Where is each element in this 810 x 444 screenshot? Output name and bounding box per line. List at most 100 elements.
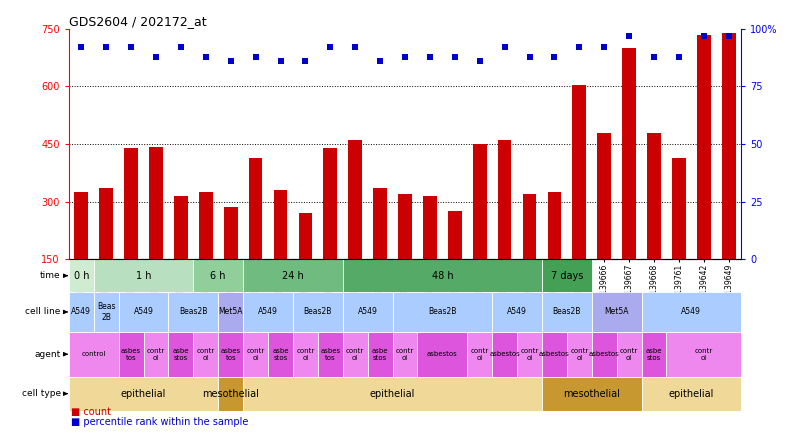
- Bar: [124, 148, 138, 259]
- Point: [598, 44, 611, 51]
- Text: asbes
tos: asbes tos: [220, 348, 241, 361]
- Text: asbestos: asbestos: [539, 351, 569, 357]
- Text: cell type: cell type: [22, 389, 61, 398]
- Text: mesothelial: mesothelial: [563, 388, 620, 399]
- Bar: [243, 259, 343, 292]
- Bar: [69, 259, 94, 292]
- Text: asbestos: asbestos: [427, 351, 458, 357]
- Bar: [722, 33, 735, 259]
- Bar: [94, 292, 118, 332]
- Point: [448, 53, 461, 60]
- Bar: [498, 140, 511, 259]
- Bar: [249, 158, 262, 259]
- Bar: [168, 292, 218, 332]
- Bar: [218, 332, 243, 377]
- Bar: [642, 377, 741, 411]
- Bar: [642, 332, 667, 377]
- Point: [399, 53, 411, 60]
- Bar: [149, 147, 163, 259]
- Bar: [592, 292, 642, 332]
- Bar: [517, 332, 542, 377]
- Text: asbestos: asbestos: [489, 351, 520, 357]
- Text: cell line: cell line: [25, 307, 61, 317]
- Bar: [622, 48, 636, 259]
- Text: A549: A549: [681, 307, 701, 317]
- Bar: [616, 332, 642, 377]
- Bar: [542, 292, 592, 332]
- Bar: [318, 332, 343, 377]
- Text: A549: A549: [134, 307, 153, 317]
- Text: epithelial: epithelial: [121, 388, 166, 399]
- Bar: [348, 140, 362, 259]
- Bar: [323, 148, 337, 259]
- Text: ■ percentile rank within the sample: ■ percentile rank within the sample: [71, 417, 249, 427]
- Bar: [69, 292, 94, 332]
- Bar: [592, 332, 616, 377]
- Text: GDS2604 / 202172_at: GDS2604 / 202172_at: [69, 15, 207, 28]
- Text: A549: A549: [358, 307, 377, 317]
- Text: mesothelial: mesothelial: [202, 388, 259, 399]
- Text: control: control: [82, 351, 106, 357]
- Bar: [194, 332, 218, 377]
- Point: [424, 53, 437, 60]
- Point: [723, 32, 735, 40]
- Text: A549: A549: [258, 307, 278, 317]
- Bar: [393, 332, 417, 377]
- Bar: [194, 259, 243, 292]
- Bar: [697, 35, 710, 259]
- Bar: [492, 292, 542, 332]
- Point: [349, 44, 362, 51]
- Bar: [417, 332, 467, 377]
- Bar: [448, 211, 462, 259]
- Bar: [293, 332, 318, 377]
- Bar: [274, 190, 288, 259]
- Bar: [573, 84, 586, 259]
- Text: asbe
stos: asbe stos: [646, 348, 663, 361]
- Point: [299, 58, 312, 65]
- Bar: [567, 332, 592, 377]
- Bar: [243, 292, 293, 332]
- Text: contr
ol: contr ol: [695, 348, 713, 361]
- Bar: [299, 213, 312, 259]
- Bar: [542, 332, 567, 377]
- Bar: [69, 377, 218, 411]
- Text: asbes
tos: asbes tos: [121, 348, 141, 361]
- Text: ■ count: ■ count: [71, 407, 111, 417]
- Bar: [368, 332, 393, 377]
- Bar: [492, 332, 517, 377]
- Bar: [218, 377, 243, 411]
- Text: A549: A549: [507, 307, 527, 317]
- Point: [548, 53, 561, 60]
- Bar: [143, 332, 168, 377]
- Bar: [69, 332, 118, 377]
- Bar: [168, 332, 194, 377]
- Point: [473, 58, 486, 65]
- Point: [150, 53, 163, 60]
- Bar: [100, 188, 113, 259]
- Bar: [224, 207, 237, 259]
- Text: contr
ol: contr ol: [620, 348, 638, 361]
- Bar: [343, 259, 542, 292]
- Text: asbe
stos: asbe stos: [272, 348, 288, 361]
- Text: Beas2B: Beas2B: [552, 307, 581, 317]
- Bar: [243, 377, 542, 411]
- Text: contr
ol: contr ol: [396, 348, 414, 361]
- Point: [523, 53, 536, 60]
- Point: [623, 32, 636, 40]
- Bar: [94, 259, 194, 292]
- Text: contr
ol: contr ol: [346, 348, 364, 361]
- Bar: [542, 377, 642, 411]
- Text: 6 h: 6 h: [211, 271, 226, 281]
- Bar: [548, 192, 561, 259]
- Text: epithelial: epithelial: [669, 388, 714, 399]
- Bar: [118, 332, 143, 377]
- Text: contr
ol: contr ol: [246, 348, 265, 361]
- Point: [224, 58, 237, 65]
- Text: asbestos: asbestos: [589, 351, 620, 357]
- Text: 1 h: 1 h: [136, 271, 151, 281]
- Text: Met5A: Met5A: [604, 307, 629, 317]
- Text: 48 h: 48 h: [432, 271, 453, 281]
- Bar: [647, 133, 661, 259]
- Point: [249, 53, 262, 60]
- Text: 7 days: 7 days: [551, 271, 583, 281]
